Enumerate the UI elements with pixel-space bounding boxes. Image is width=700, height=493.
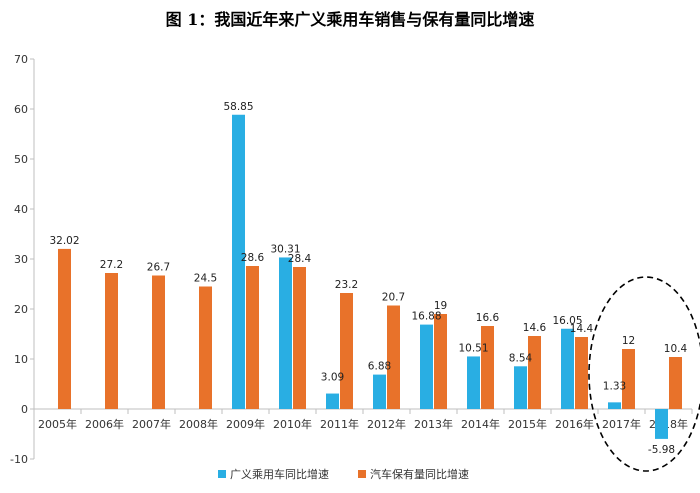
bar-sales-growth — [232, 114, 245, 409]
x-tick-label: 2009年 — [226, 417, 265, 431]
data-label: 20.7 — [382, 292, 405, 304]
legend-swatch — [218, 470, 226, 478]
x-tick-label: 2010年 — [273, 417, 312, 431]
x-tick-label: 2011年 — [320, 417, 359, 431]
bar-ownership-growth — [387, 305, 400, 409]
data-label: 58.85 — [223, 101, 253, 113]
legend-label: 广义乘用车同比增速 — [230, 467, 329, 481]
data-label: 16.05 — [552, 315, 582, 327]
x-tick-label: 2013年 — [414, 417, 453, 431]
bar-ownership-growth — [246, 266, 259, 409]
data-label: 6.88 — [368, 361, 391, 373]
data-label: 27.2 — [100, 259, 123, 271]
x-tick-label: 2012年 — [367, 417, 406, 431]
x-tick-label: 2016年 — [555, 417, 594, 431]
legend-swatch — [358, 470, 366, 478]
data-label: 8.54 — [509, 352, 533, 364]
data-label: 26.7 — [147, 262, 170, 274]
data-label: 24.5 — [194, 273, 217, 285]
bar-ownership-growth — [105, 273, 118, 409]
chart-title: 图 1：我国近年来广义乘用车销售与保有量同比增速 — [165, 10, 535, 29]
x-tick-label: 2014年 — [461, 417, 500, 431]
highlight-ellipse — [588, 276, 700, 472]
x-tick-label: 2005年 — [38, 417, 77, 431]
data-label: 28.4 — [288, 253, 312, 265]
bar-sales-growth — [514, 366, 527, 409]
data-label: 23.2 — [335, 279, 358, 291]
bar-sales-growth — [608, 402, 621, 409]
bar-ownership-growth — [575, 337, 588, 409]
bar-ownership-growth — [528, 336, 541, 409]
bar-ownership-growth — [434, 314, 447, 409]
data-label: 16.6 — [476, 312, 500, 324]
bar-sales-growth — [279, 257, 292, 409]
x-tick-label: 2017年 — [602, 417, 641, 431]
data-label: 14.4 — [570, 323, 594, 335]
y-tick-label: 60 — [14, 103, 28, 116]
y-tick-label: 40 — [14, 203, 28, 216]
data-label: 10.4 — [664, 343, 688, 355]
x-tick-label: 2015年 — [508, 417, 547, 431]
bar-ownership-growth — [293, 267, 306, 409]
x-tick-label: 2018年 — [649, 417, 688, 431]
data-label: -5.98 — [648, 444, 675, 456]
y-tick-label: -10 — [10, 453, 28, 466]
bar-ownership-growth — [622, 349, 635, 409]
data-label: 12 — [622, 335, 635, 347]
bar-ownership-growth — [669, 357, 682, 409]
bar-ownership-growth — [481, 326, 494, 409]
data-label: 32.02 — [49, 235, 79, 247]
data-label: 28.6 — [241, 252, 265, 264]
bar-ownership-growth — [152, 275, 165, 409]
bar-ownership-growth — [199, 286, 212, 409]
y-tick-label: 70 — [14, 53, 28, 66]
y-tick-label: 50 — [14, 153, 28, 166]
bar-sales-growth — [373, 374, 386, 409]
x-tick-label: 2007年 — [132, 417, 171, 431]
y-tick-label: 20 — [14, 303, 28, 316]
x-tick-label: 2006年 — [85, 417, 124, 431]
bar-sales-growth — [561, 328, 574, 409]
data-label: 3.09 — [321, 372, 344, 384]
data-label: 16.88 — [411, 311, 441, 323]
y-tick-label: 30 — [14, 253, 28, 266]
x-tick-label: 2008年 — [179, 417, 218, 431]
bar-ownership-growth — [58, 248, 71, 409]
bar-sales-growth — [467, 356, 480, 409]
data-label: 30.31 — [270, 243, 300, 255]
data-label: 1.33 — [603, 380, 626, 392]
y-tick-label: 0 — [21, 403, 28, 416]
bar-sales-growth — [655, 409, 668, 439]
bar-ownership-growth — [340, 293, 353, 409]
y-tick-label: 10 — [14, 353, 28, 366]
legend-label: 汽车保有量同比增速 — [370, 467, 469, 481]
data-label: 10.51 — [458, 342, 488, 354]
bar-sales-growth — [326, 393, 339, 409]
bar-sales-growth — [420, 324, 433, 409]
data-label: 19 — [434, 300, 447, 312]
data-label: 14.6 — [523, 322, 547, 334]
